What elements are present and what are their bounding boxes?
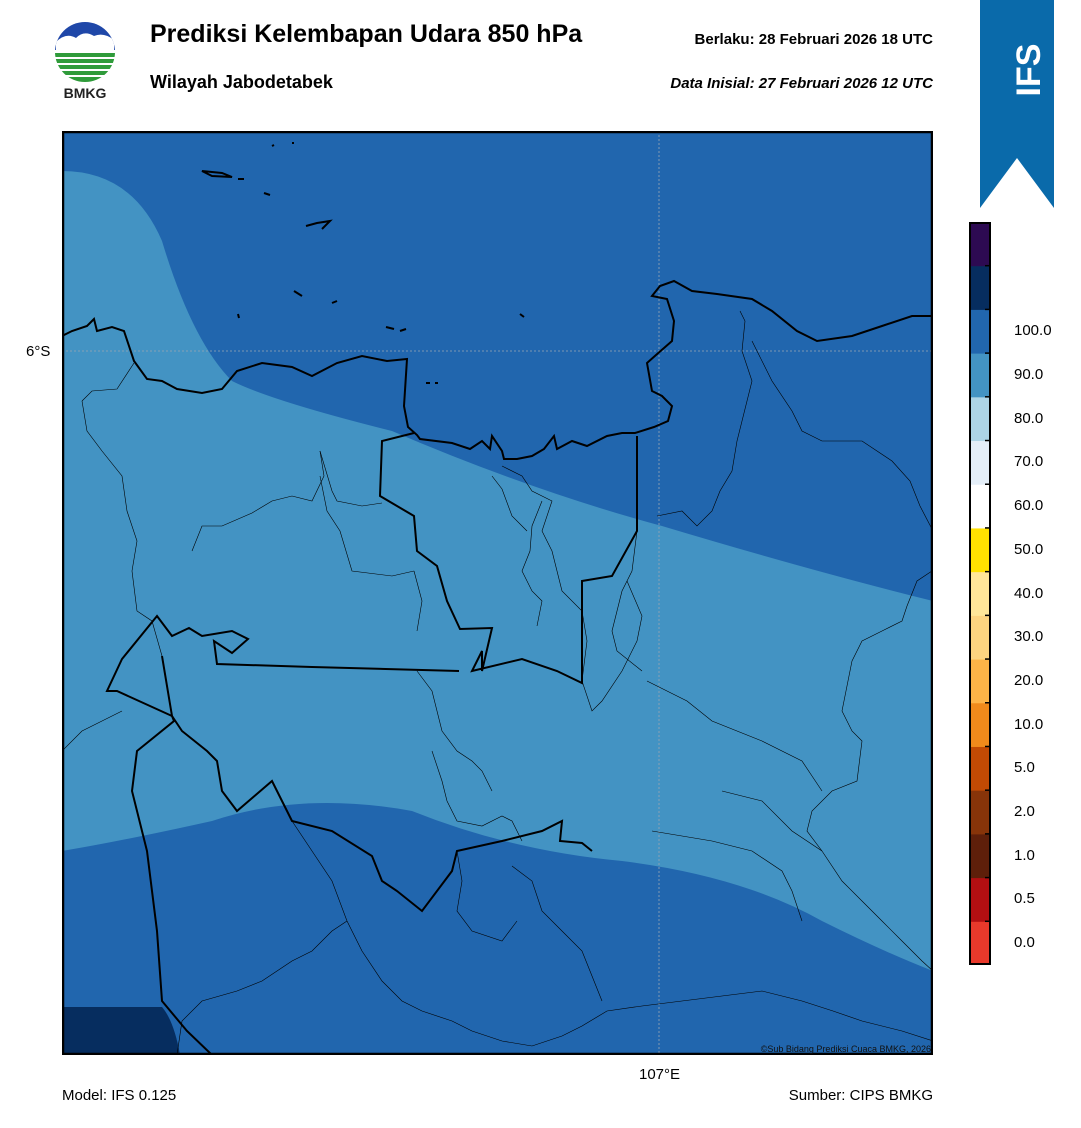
colorbar [969, 222, 991, 965]
colorbar-segment [969, 833, 991, 879]
colorbar-segment [969, 309, 991, 354]
colorbar-segment [969, 353, 991, 398]
province-boundaries [105, 432, 638, 1055]
map-border [62, 131, 933, 1055]
colorbar-label: 90.0 [1014, 365, 1044, 383]
colorbar-segment [969, 746, 991, 791]
colorbar-segment [969, 222, 991, 267]
humidity-map [62, 131, 933, 1055]
svg-text:IFS: IFS [1010, 44, 1048, 97]
latitude-label: 6°S [26, 343, 51, 360]
ifs-banner: IFS [980, 0, 1054, 208]
map-title: Prediksi Kelembapan Udara 850 hPa [150, 20, 583, 48]
colorbar-label: 0.5 [1014, 890, 1035, 908]
humidity-zone-90-100 [62, 1007, 180, 1055]
colorbar-label: 10.0 [1014, 715, 1044, 733]
colorbar-segment [969, 877, 991, 922]
humidity-zone-70-80 [62, 171, 933, 971]
colorbar-label: 1.0 [1014, 846, 1035, 864]
bmkg-logo: BMKG [55, 22, 115, 101]
colorbar-segment [969, 440, 991, 485]
colorbar-segment [969, 527, 991, 573]
colorbar-segment [969, 571, 991, 616]
regency-boundaries [62, 310, 933, 1055]
map-subtitle: Wilayah Jabodetabek [150, 72, 333, 92]
colorbar-segment [969, 615, 991, 660]
colorbar-segment [969, 265, 991, 310]
coastline [62, 279, 933, 460]
initial-data-time: Data Inisial: 27 Februari 2026 12 UTC [670, 75, 933, 92]
colorbar-label: 70.0 [1014, 453, 1044, 471]
colorbar-segment [969, 921, 991, 965]
colorbar-segment [969, 702, 991, 747]
valid-time: Berlaku: 28 Februari 2026 18 UTC [694, 31, 933, 48]
svg-text:BMKG: BMKG [64, 85, 107, 101]
colorbar-segment [969, 396, 991, 442]
colorbar-segment [969, 484, 991, 529]
longitude-label: 107°E [639, 1066, 681, 1083]
colorbar-label: 40.0 [1014, 584, 1044, 602]
colorbar-label: 20.0 [1014, 671, 1044, 689]
colorbar-label: 0.0 [1014, 934, 1035, 952]
colorbar-segment [969, 790, 991, 835]
source-info: Sumber: CIPS BMKG [788, 1087, 933, 1104]
colorbar-label: 50.0 [1014, 540, 1044, 558]
model-info: Model: IFS 0.125 [62, 1087, 177, 1104]
colorbar-segment [969, 659, 991, 704]
colorbar-label: 2.0 [1014, 803, 1035, 821]
map-credit: ©Sub Bidang Prediksi Cuaca BMKG, 2026 [760, 1044, 931, 1054]
colorbar-label: 30.0 [1014, 628, 1044, 646]
colorbar-label: 100.0 [1014, 322, 1052, 340]
thousand-islands [201, 142, 525, 384]
colorbar-label: 60.0 [1014, 497, 1044, 515]
colorbar-label: 80.0 [1014, 409, 1044, 427]
colorbar-label: 5.0 [1014, 759, 1035, 777]
